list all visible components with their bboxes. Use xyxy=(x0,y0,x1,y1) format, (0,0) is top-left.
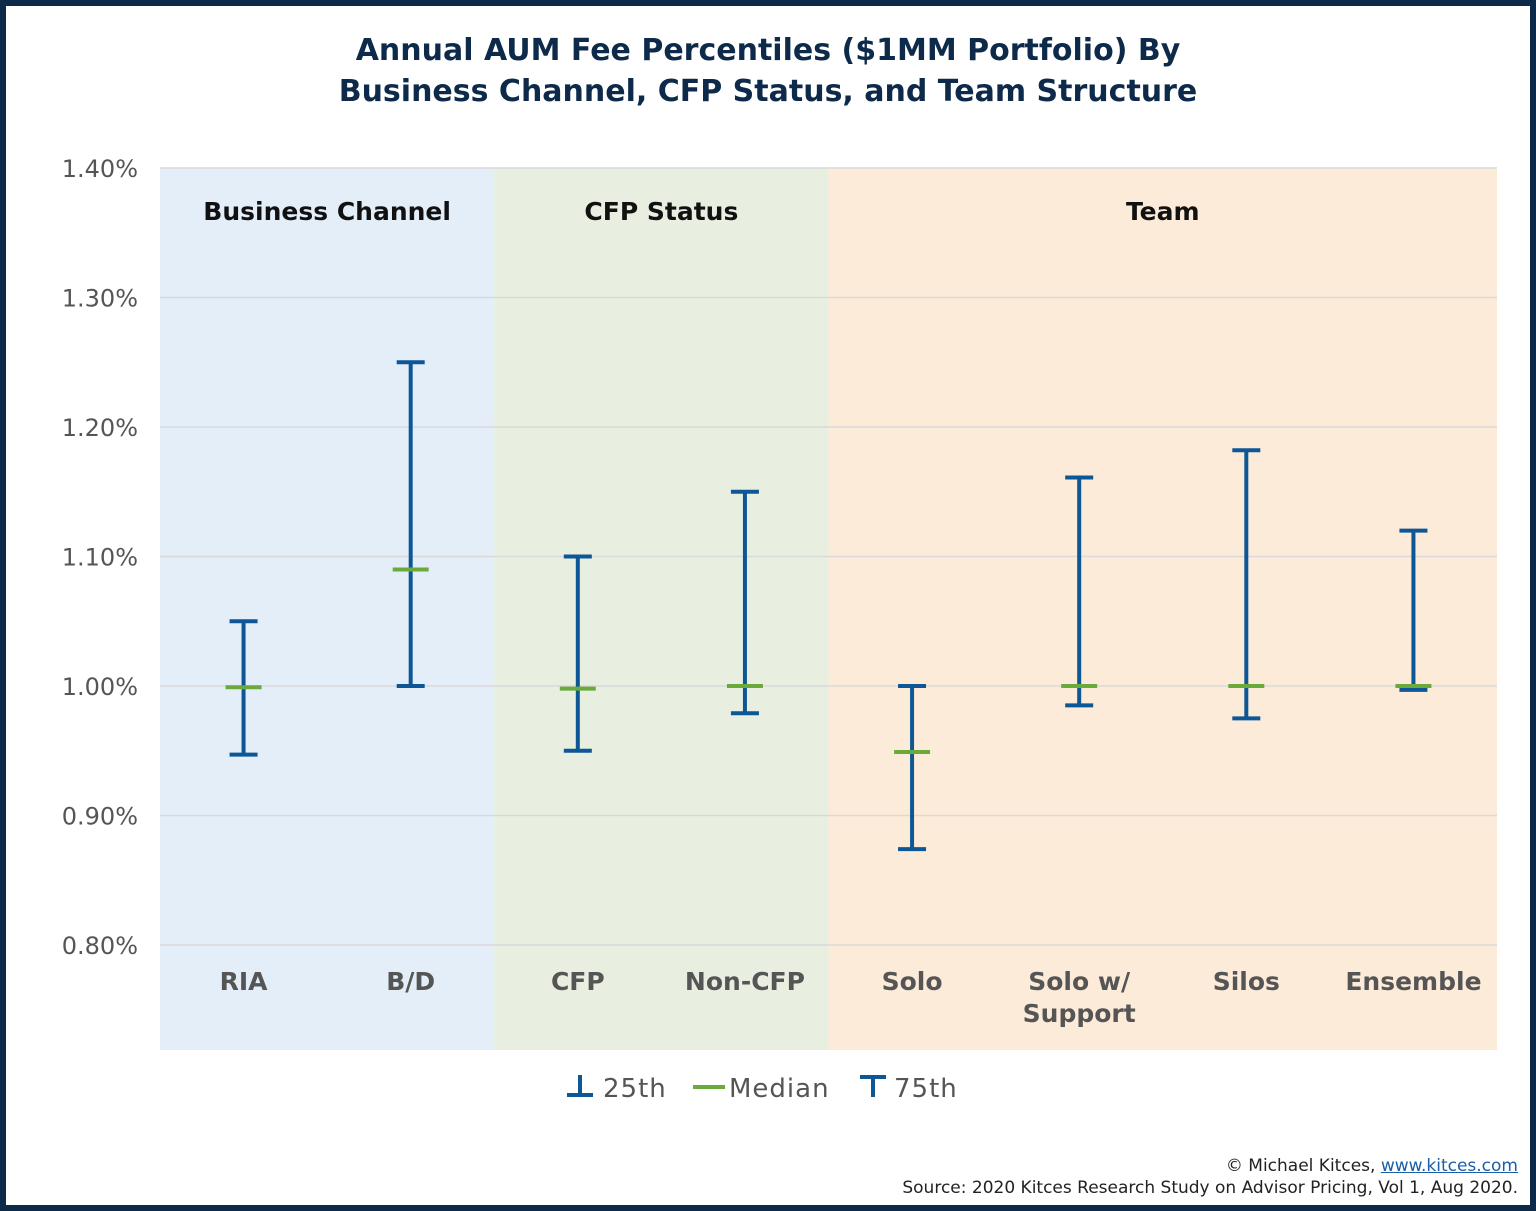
chart-title: Annual AUM Fee Percentiles ($1MM Portfol… xyxy=(0,30,1536,112)
y-tick-label: 1.00% xyxy=(62,673,138,701)
title-line-2: Business Channel, CFP Status, and Team S… xyxy=(338,74,1198,109)
x-tick-label: Silos xyxy=(1213,967,1280,996)
y-tick-label: 1.10% xyxy=(62,544,138,572)
x-tick-label: B/D xyxy=(386,967,435,996)
x-tick-label: Ensemble xyxy=(1345,967,1481,996)
source-note: Source: 2020 Kitces Research Study on Ad… xyxy=(902,1178,1518,1198)
legend-p75-label: 75th xyxy=(894,1074,958,1104)
x-tick-label: Solo w/ xyxy=(1028,967,1131,996)
group-band-1 xyxy=(494,168,829,1050)
footer: © Michael Kitces, www.kitces.com Source:… xyxy=(902,1155,1518,1199)
legend-median-label: Median xyxy=(729,1074,830,1104)
group-label: CFP Status xyxy=(584,197,738,226)
x-tick-label: CFP xyxy=(551,967,605,996)
y-tick-label: 1.20% xyxy=(62,414,138,442)
x-tick-label: Support xyxy=(1023,999,1136,1028)
x-tick-label: Solo xyxy=(882,967,943,996)
kitces-link[interactable]: www.kitces.com xyxy=(1380,1156,1518,1176)
group-label: Team xyxy=(1126,197,1200,226)
y-tick-label: 0.80% xyxy=(62,932,138,960)
legend-p25-label: 25th xyxy=(603,1074,667,1104)
y-tick-label: 1.40% xyxy=(62,155,138,183)
copyright: © Michael Kitces, xyxy=(1225,1156,1381,1176)
y-tick-label: 1.30% xyxy=(62,285,138,313)
x-tick-label: Non-CFP xyxy=(685,967,805,996)
x-tick-label: RIA xyxy=(220,967,269,996)
title-line-1: Annual AUM Fee Percentiles ($1MM Portfol… xyxy=(355,33,1181,68)
y-tick-label: 0.90% xyxy=(62,803,138,831)
group-band-2 xyxy=(828,168,1497,1050)
group-label: Business Channel xyxy=(203,197,451,226)
group-band-0 xyxy=(160,168,495,1050)
